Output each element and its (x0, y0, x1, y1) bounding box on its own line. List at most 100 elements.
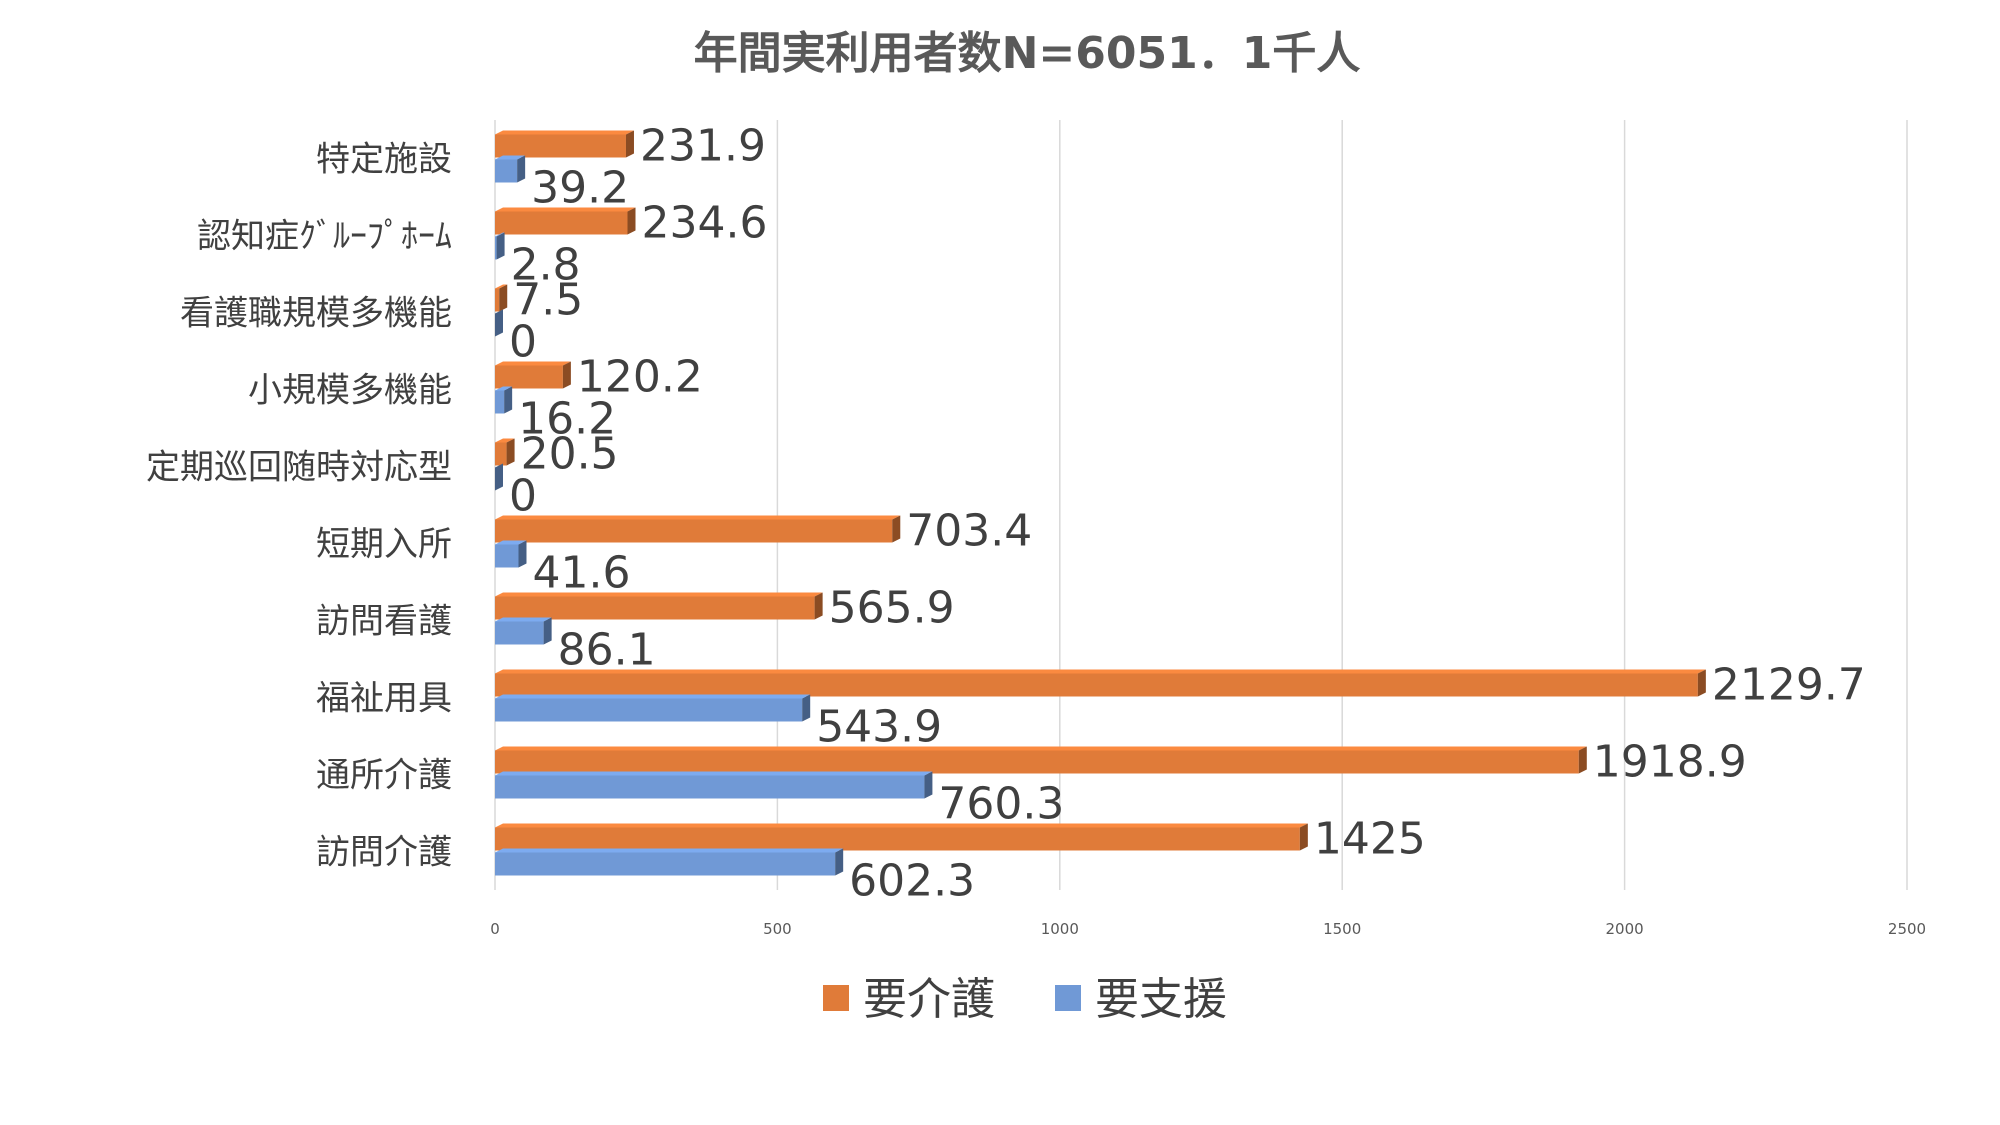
bar-top-face (495, 669, 1706, 674)
bar-front-face (495, 288, 500, 312)
category-label: 短期入所 (316, 525, 452, 565)
bar-yokaigo (495, 438, 515, 466)
legend-swatch (823, 985, 849, 1011)
bar-side-face (495, 463, 503, 491)
bar-side-face (504, 386, 513, 414)
bar-yoshien (495, 617, 552, 645)
bar-side-face (495, 309, 503, 337)
data-labels: 1425 602.3 1918.9 760.3 2129.7 543.9 565.9 86.1… (509, 121, 1866, 907)
bar-yokaigo (495, 746, 1587, 774)
bar-yokaigo (495, 669, 1706, 697)
bar-top-face (495, 617, 552, 622)
bar-yokaigo (495, 207, 636, 235)
bar-side-face (518, 540, 527, 568)
bar-side-face (924, 771, 933, 799)
bar-side-face (892, 515, 901, 543)
bar-top-face (495, 284, 508, 289)
data-label: 234.6 (642, 198, 768, 249)
bar-side-face (1578, 746, 1587, 774)
bar-top-face (495, 232, 505, 237)
bar-side-face (562, 361, 571, 389)
x-tick-label: 500 (763, 920, 792, 938)
bar-yoshien (495, 386, 513, 414)
data-label: 41.6 (532, 548, 630, 599)
bar-yoshien (495, 309, 503, 337)
data-label: 231.9 (640, 121, 766, 172)
bar-front-face (495, 852, 836, 876)
data-label: 86.1 (558, 625, 656, 676)
bar-yoshien (495, 694, 811, 722)
bars (495, 130, 1706, 876)
bar-top-face (495, 771, 933, 776)
category-label: 定期巡回随時対応型 (146, 448, 452, 488)
bar-top-face (495, 130, 634, 135)
category-label: 認知症ｸﾞﾙｰﾌﾟﾎｰﾑ (197, 217, 452, 257)
x-tick-label: 1500 (1323, 920, 1361, 938)
data-label: 2129.7 (1712, 660, 1866, 711)
bar-front-face (495, 621, 544, 645)
bar-front-face (495, 390, 505, 414)
data-label: 543.9 (816, 702, 942, 753)
bar-yoshien (495, 155, 526, 183)
bar-front-face (495, 236, 497, 260)
data-label: 0 (509, 471, 537, 522)
bar-side-face (506, 438, 515, 466)
bar-yokaigo (495, 823, 1308, 851)
category-label: 訪問介護 (316, 833, 452, 873)
bar-front-face (495, 698, 803, 722)
bar-top-face (495, 694, 811, 699)
bar-front-face (495, 750, 1579, 774)
bar-top-face (495, 386, 513, 391)
bar-side-face (543, 617, 552, 645)
bar-yokaigo (495, 361, 571, 389)
category-label: 看護職規模多機能 (180, 294, 452, 334)
bar-front-face (495, 827, 1300, 851)
x-tick-label: 2500 (1888, 920, 1926, 938)
bar-side-face (814, 592, 823, 620)
category-label: 特定施設 (316, 140, 452, 180)
x-tick-label: 1000 (1041, 920, 1079, 938)
data-label: 565.9 (829, 583, 955, 634)
data-label: 16.2 (518, 394, 616, 445)
bar-top-face (495, 438, 515, 443)
bar-front-face (495, 596, 815, 620)
bar-side-face (496, 232, 505, 260)
chart-title: 年間実利用者数N=6051．1千人 (694, 28, 1361, 79)
bar-top-face (495, 361, 571, 366)
bar-side-face (1299, 823, 1308, 851)
bar-yoshien (495, 463, 503, 491)
bar-side-face (835, 848, 844, 876)
category-label: 小規模多機能 (248, 371, 452, 411)
bar-top-face (495, 207, 636, 212)
data-label: 1918.9 (1593, 737, 1747, 788)
bar-yokaigo (495, 592, 823, 620)
category-label: 通所介護 (316, 756, 452, 796)
bar-front-face (495, 519, 893, 543)
legend-label: 要支援 (1095, 974, 1227, 1025)
bar-yokaigo (495, 515, 901, 543)
legend: 要介護 要支援 (823, 974, 1227, 1025)
category-labels: 訪問介護 通所介護 福祉用具 訪問看護 短期入所 定期巡回随時対応型 小規模多機能 看護職規模… (146, 140, 452, 873)
bar-top-face (495, 848, 844, 853)
x-tick-label: 2000 (1606, 920, 1644, 938)
data-label: 7.5 (513, 275, 583, 326)
bar-top-face (495, 746, 1587, 751)
category-label: 訪問看護 (316, 602, 452, 642)
legend-label: 要介護 (863, 974, 995, 1025)
bar-yokaigo (495, 130, 634, 158)
bar-side-face (802, 694, 811, 722)
data-label: 602.3 (849, 856, 975, 907)
bar-front-face (495, 775, 925, 799)
data-label: 760.3 (938, 779, 1064, 830)
legend-swatch (1055, 985, 1081, 1011)
bar-side-face (627, 207, 636, 235)
data-label: 2.8 (511, 240, 581, 291)
data-label: 39.2 (531, 163, 629, 214)
bar-top-face (495, 540, 527, 545)
bar-yoshien (495, 771, 933, 799)
data-label: 0 (509, 317, 537, 368)
data-label: 1425 (1314, 814, 1426, 865)
bar-side-face (517, 155, 526, 183)
x-axis-ticks: 0 500 1000 1500 2000 2500 (490, 920, 1926, 938)
